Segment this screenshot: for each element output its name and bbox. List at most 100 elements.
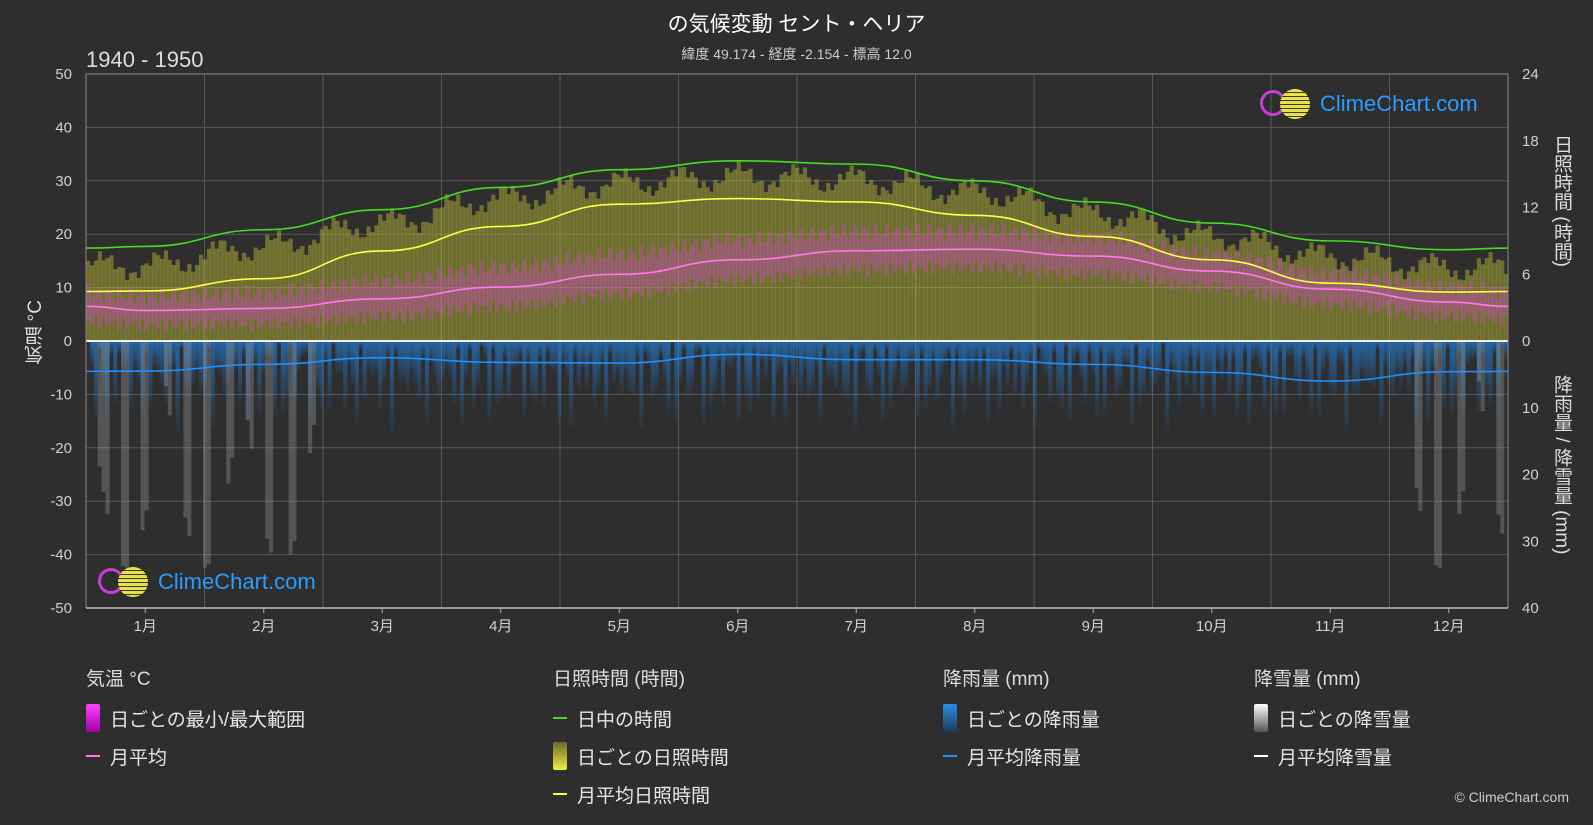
sunshine-day-bar bbox=[923, 188, 928, 341]
temp-range-day-bar bbox=[1106, 232, 1111, 269]
sunshine-day-bar bbox=[572, 188, 578, 341]
legend-item-snow-mean: 月平均降雪量 bbox=[1254, 745, 1411, 769]
sunshine-day-bar bbox=[498, 188, 504, 341]
sunshine-day-bar bbox=[857, 169, 862, 341]
temp-range-day-bar bbox=[323, 290, 328, 324]
rain-day-bar bbox=[121, 341, 126, 369]
sunshine-day-bar bbox=[1274, 245, 1279, 341]
temp-range-day-bar bbox=[1282, 272, 1287, 305]
temp-range-day-bar bbox=[1223, 249, 1228, 291]
temp-range-day-bar bbox=[315, 294, 321, 328]
temp-range-day-bar bbox=[1453, 295, 1458, 323]
sunshine-day-bar bbox=[339, 227, 344, 341]
sunshine-day-bar bbox=[526, 203, 531, 341]
sunshine-day-bar bbox=[97, 251, 102, 341]
rain-day-bar bbox=[553, 341, 558, 371]
sunshine-day-bar bbox=[1161, 229, 1166, 341]
rain-day-bar bbox=[214, 341, 219, 369]
temp-range-day-bar bbox=[218, 301, 223, 324]
temp-range-day-bar bbox=[226, 290, 231, 319]
sunshine-day-bar bbox=[1437, 265, 1443, 341]
sunshine-day-bar bbox=[179, 270, 184, 341]
sunshine-day-bar bbox=[413, 224, 418, 341]
sunshine-day-bar bbox=[105, 257, 110, 341]
temp-range-day-bar bbox=[124, 299, 130, 329]
legend-item-rain-daily: 日ごとの降雨量 bbox=[943, 704, 1100, 732]
legend-item-sunshine-daily: 日ごとの日照時間 bbox=[553, 742, 729, 770]
rain-day-bar bbox=[869, 341, 874, 401]
temp-range-day-bar bbox=[136, 295, 141, 331]
rain-day-bar bbox=[378, 341, 383, 410]
temp-range-day-bar bbox=[308, 284, 313, 325]
sunshine-day-bar bbox=[1414, 272, 1419, 341]
sunshine-day-bar bbox=[428, 223, 434, 341]
rain-day-bar bbox=[950, 341, 955, 431]
snow-day-bar bbox=[245, 341, 250, 421]
y-tick-label-sunshine: 6 bbox=[1522, 266, 1530, 283]
sunshine-day-bar bbox=[148, 265, 153, 341]
rain-day-bar bbox=[658, 341, 663, 356]
rain-day-bar bbox=[1219, 341, 1224, 381]
sunshine-day-bar bbox=[997, 206, 1002, 341]
rain-day-bar bbox=[234, 341, 239, 368]
sunshine-day-bar bbox=[401, 215, 406, 341]
rain-day-bar bbox=[323, 341, 328, 361]
temp-range-day-bar bbox=[608, 247, 613, 298]
sunshine-day-bar bbox=[1243, 237, 1248, 341]
sunshine-day-bar bbox=[1235, 251, 1240, 341]
temp-range-day-bar bbox=[1472, 291, 1478, 323]
temp-range-day-bar bbox=[1391, 286, 1396, 305]
temp-range-day-bar bbox=[647, 254, 652, 299]
rain-day-bar bbox=[1235, 341, 1240, 417]
temp-range-day-bar bbox=[191, 289, 196, 329]
sunshine-day-bar bbox=[1480, 264, 1485, 341]
temp-range-day-bar bbox=[993, 233, 998, 262]
rain-day-bar bbox=[752, 341, 757, 355]
sunshine-day-bar bbox=[1406, 271, 1411, 341]
sunshine-day-bar bbox=[1297, 250, 1302, 341]
sunshine-day-bar bbox=[249, 260, 254, 341]
temp-range-day-bar bbox=[1110, 239, 1115, 280]
rain-day-bar bbox=[631, 341, 636, 397]
sunshine-day-bar bbox=[1208, 225, 1213, 341]
rain-day-bar bbox=[206, 341, 211, 350]
rain-day-bar bbox=[1254, 341, 1259, 357]
rain-day-bar bbox=[1223, 341, 1228, 357]
sunshine-day-bar bbox=[1114, 225, 1119, 341]
sunshine-day-bar bbox=[872, 184, 878, 341]
rain-day-bar bbox=[771, 341, 776, 424]
sunshine-day-bar bbox=[954, 194, 959, 341]
temp-range-day-bar bbox=[175, 302, 180, 327]
sunshine-day-bar bbox=[787, 175, 792, 341]
sunshine-day-bar bbox=[1095, 204, 1100, 341]
temp-range-day-bar bbox=[389, 287, 395, 320]
temp-range-day-bar bbox=[495, 274, 500, 313]
rain-day-bar bbox=[1313, 341, 1318, 352]
logo-bottom: ClimeChart.com bbox=[96, 566, 316, 598]
temp-range-day-bar bbox=[588, 255, 593, 298]
temp-range-day-bar bbox=[152, 294, 157, 325]
rain-day-bar bbox=[389, 341, 394, 432]
right-axis-title-sunshine-wrap: 日照時間 (時間) bbox=[1548, 135, 1575, 267]
temp-range-day-bar bbox=[549, 269, 554, 300]
rain-day-bar bbox=[1040, 341, 1045, 368]
temp-range-day-bar bbox=[101, 300, 106, 318]
temp-range-day-bar bbox=[1075, 230, 1080, 277]
sunshine-day-bar bbox=[732, 169, 737, 341]
sunshine-day-bar bbox=[1453, 270, 1458, 341]
sunshine-day-bar bbox=[810, 184, 815, 341]
rain-day-bar bbox=[343, 341, 348, 411]
temp-range-day-bar bbox=[327, 288, 332, 321]
temp-range-day-bar bbox=[783, 244, 788, 273]
snow-day-bar bbox=[292, 341, 297, 542]
snow-day-bar bbox=[1418, 341, 1423, 511]
rain-day-bar bbox=[1274, 341, 1279, 412]
sunshine-day-bar bbox=[958, 183, 963, 341]
sunshine-day-bar bbox=[557, 177, 562, 341]
sunshine-day-bar bbox=[113, 269, 118, 341]
rain-day-bar bbox=[756, 341, 761, 400]
sunshine-day-bar bbox=[915, 172, 921, 341]
sunshine-day-bar bbox=[1040, 201, 1045, 341]
sunshine-day-bar bbox=[935, 198, 940, 341]
temp-range-day-bar bbox=[1005, 237, 1010, 270]
